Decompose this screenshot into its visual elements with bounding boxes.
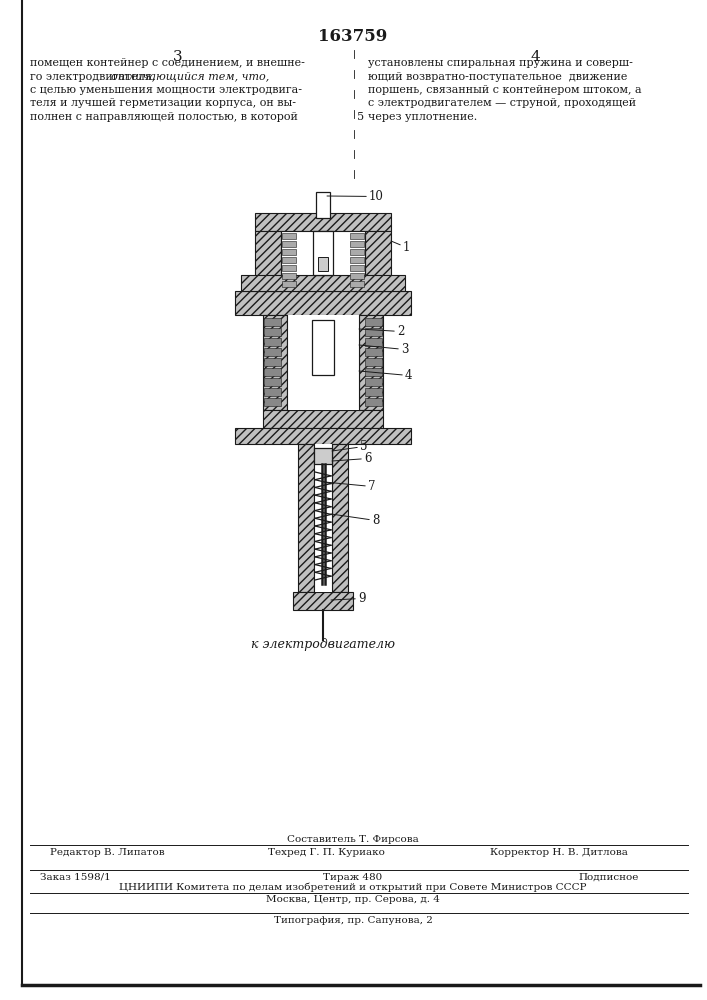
Text: Заказ 1598/1: Заказ 1598/1 <box>40 873 111 882</box>
Text: Москва, Центр, пр. Серова, д. 4: Москва, Центр, пр. Серова, д. 4 <box>266 895 440 904</box>
Text: 5: 5 <box>357 112 364 122</box>
Text: 5: 5 <box>332 440 368 453</box>
Text: 163759: 163759 <box>318 28 387 45</box>
Bar <box>264 348 281 356</box>
Text: го электродвигателя,: го электродвигателя, <box>30 72 159 82</box>
Bar <box>365 231 391 291</box>
Bar <box>350 273 364 279</box>
Bar <box>264 318 281 326</box>
Bar <box>263 410 383 428</box>
Text: 10: 10 <box>327 190 384 203</box>
Bar <box>350 265 364 271</box>
Bar <box>264 398 281 406</box>
Text: помещен контейнер с соединением, и внешне-: помещен контейнер с соединением, и внешн… <box>30 58 305 68</box>
Bar <box>350 249 364 255</box>
Text: ющий возвратно-поступательное  движение: ющий возвратно-поступательное движение <box>368 72 627 82</box>
Text: Корректор Н. В. Дитлова: Корректор Н. В. Дитлова <box>490 848 628 857</box>
Bar <box>282 249 296 255</box>
Text: поршень, связанный с контейнером штоком, а: поршень, связанный с контейнером штоком,… <box>368 85 642 95</box>
Text: установлены спиральная пружина и соверш-: установлены спиральная пружина и соверш- <box>368 58 633 68</box>
Bar <box>359 315 383 410</box>
Text: 6: 6 <box>332 452 371 465</box>
Bar <box>241 275 405 291</box>
Bar <box>255 231 281 291</box>
Bar <box>282 241 296 247</box>
Text: 1: 1 <box>391 241 410 254</box>
Text: 4: 4 <box>530 50 540 64</box>
Text: с целью уменьшения мощности электродвига-: с целью уменьшения мощности электродвига… <box>30 85 302 95</box>
Text: Составитель Т. Фирсова: Составитель Т. Фирсова <box>287 835 419 844</box>
Bar <box>263 315 287 410</box>
Text: Типография, пр. Сапунова, 2: Типография, пр. Сапунова, 2 <box>274 916 433 925</box>
Bar <box>235 428 411 444</box>
Bar <box>264 338 281 346</box>
Bar <box>255 213 391 231</box>
Bar <box>332 444 348 592</box>
Bar <box>264 388 281 396</box>
Bar <box>365 378 382 386</box>
Text: с электродвигателем — струной, проходящей: с электродвигателем — струной, проходяще… <box>368 99 636 108</box>
Text: полнен с направляющей полостью, в которой: полнен с направляющей полостью, в которо… <box>30 112 298 122</box>
Bar <box>365 318 382 326</box>
Bar <box>365 348 382 356</box>
Bar <box>264 328 281 336</box>
Text: Редактор В. Липатов: Редактор В. Липатов <box>50 848 165 857</box>
Text: 7: 7 <box>325 480 375 493</box>
Bar <box>312 320 334 375</box>
Bar <box>350 241 364 247</box>
Bar <box>298 444 314 592</box>
Bar <box>293 592 353 610</box>
Bar <box>316 192 330 218</box>
Text: отличающийся тем, что,: отличающийся тем, что, <box>111 72 269 82</box>
Text: ЦНИИПИ Комитета по делам изобретений и открытий при Совете Министров СССР: ЦНИИПИ Комитета по делам изобретений и о… <box>119 883 587 892</box>
Bar <box>350 281 364 287</box>
Bar <box>313 231 333 275</box>
Text: Тираж 480: Тираж 480 <box>323 873 382 882</box>
Bar <box>264 358 281 366</box>
Bar <box>282 265 296 271</box>
Text: 3: 3 <box>359 343 409 356</box>
Text: 2: 2 <box>359 325 404 338</box>
Bar <box>235 291 411 315</box>
Bar <box>287 315 359 410</box>
Bar <box>314 448 332 464</box>
Bar <box>350 233 364 239</box>
Text: 8: 8 <box>331 514 380 527</box>
Bar <box>282 257 296 263</box>
Bar <box>282 281 296 287</box>
Text: через уплотнение.: через уплотнение. <box>368 112 477 122</box>
Bar <box>365 328 382 336</box>
Bar <box>350 257 364 263</box>
Text: теля и лучшей герметизации корпуса, он вы-: теля и лучшей герметизации корпуса, он в… <box>30 99 296 108</box>
Bar <box>318 257 328 271</box>
Text: 9: 9 <box>331 592 366 605</box>
Bar <box>365 338 382 346</box>
Bar <box>365 358 382 366</box>
Bar <box>365 388 382 396</box>
Bar <box>281 231 365 275</box>
Bar <box>264 378 281 386</box>
Text: Техред Г. П. Куриако: Техред Г. П. Куриако <box>268 848 385 857</box>
Bar <box>282 233 296 239</box>
Text: 4: 4 <box>359 369 412 382</box>
Bar <box>264 368 281 376</box>
Text: 3: 3 <box>173 50 183 64</box>
Bar <box>282 273 296 279</box>
Bar <box>365 368 382 376</box>
Bar <box>365 398 382 406</box>
Text: Подписное: Подписное <box>578 873 638 882</box>
Bar <box>314 444 332 592</box>
Text: к электродвигателю: к электродвигателю <box>251 638 395 651</box>
